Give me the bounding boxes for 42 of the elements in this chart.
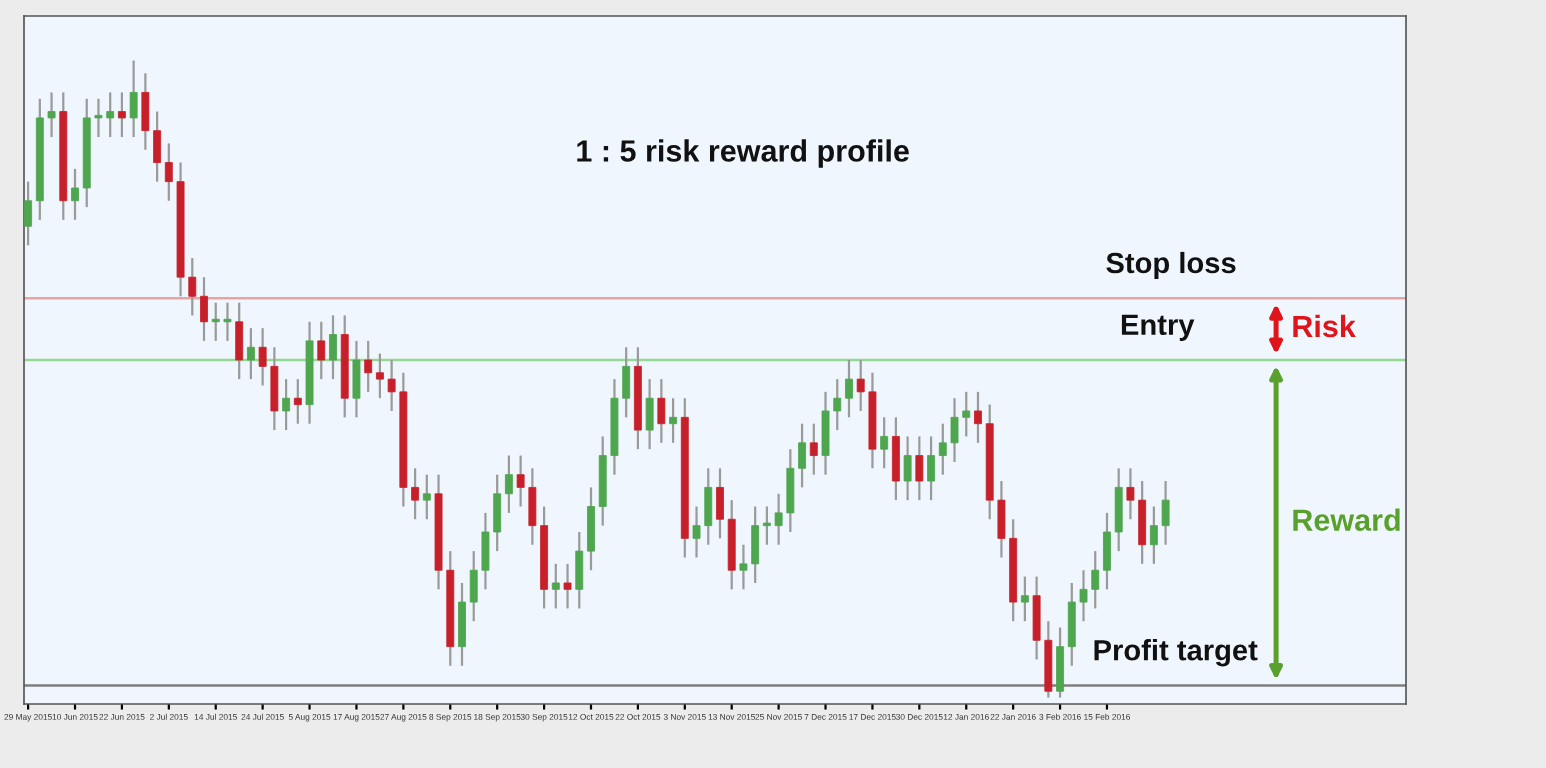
- text: Reward: [1293, 508, 1400, 531]
- candlestick: [24, 180, 33, 247]
- candlestick: [845, 358, 853, 419]
- candlestick: [1020, 575, 1029, 623]
- candlestick: [71, 167, 79, 221]
- candlestick: [716, 467, 724, 540]
- candlestick: [235, 301, 244, 381]
- candlestick: [809, 422, 818, 476]
- candlestick: [974, 390, 982, 444]
- candlestick: [657, 378, 666, 444]
- candlestick: [246, 327, 255, 381]
- candlestick: [129, 59, 138, 139]
- candlestick: [915, 435, 924, 502]
- candlestick: [1114, 467, 1123, 553]
- ref-line-label: Entry: [1121, 314, 1195, 341]
- candlestick: [352, 339, 361, 419]
- candlestick: [422, 473, 431, 521]
- candlestick: [903, 435, 912, 502]
- candlestick: [317, 320, 326, 381]
- candlestick: [1056, 626, 1064, 699]
- candlestick: [927, 435, 935, 502]
- candlestick: [282, 378, 291, 432]
- candlestick: [364, 339, 373, 393]
- candlestick: [645, 378, 654, 451]
- candlestick: [587, 486, 595, 572]
- candlestick: [117, 91, 126, 139]
- candlestick: [200, 276, 208, 342]
- candlestick: [669, 397, 678, 444]
- candlestick: [504, 454, 513, 514]
- candlestick: [880, 416, 889, 470]
- text: 1 : 5 risk reward profile: [577, 139, 909, 168]
- candlestick: [575, 530, 584, 610]
- candlestick: [563, 562, 572, 610]
- candlestick: [891, 416, 900, 502]
- candlestick: [1103, 511, 1111, 591]
- ref-line-label: Profit target: [1094, 639, 1258, 667]
- candlestick: [458, 581, 466, 667]
- text: Risk: [1293, 314, 1356, 338]
- candlestick: [551, 562, 560, 610]
- ref-line-label: Stop loss: [1106, 251, 1236, 280]
- candlestick: [329, 314, 337, 381]
- candlestick: [293, 378, 302, 425]
